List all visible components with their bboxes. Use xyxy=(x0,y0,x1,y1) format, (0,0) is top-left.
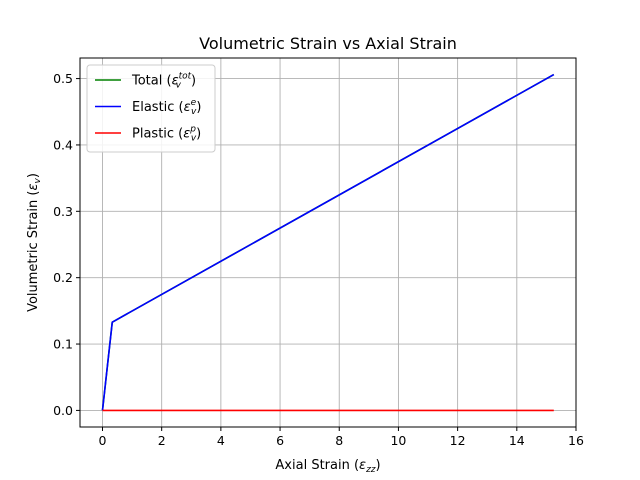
x-tick-label: 12 xyxy=(450,433,466,448)
legend-label: Elastic (εe v) xyxy=(132,98,201,117)
x-tick-label: 10 xyxy=(390,433,406,448)
y-tick-label: 0.4 xyxy=(53,137,73,152)
plot-series xyxy=(101,73,555,412)
legend: Total (εtot v) Elastic (εe v) Plastic (εp v) xyxy=(86,64,216,153)
x-tick-label: 6 xyxy=(276,433,284,448)
x-tick-label: 2 xyxy=(158,433,166,448)
legend-label: Plastic (εp v) xyxy=(132,125,201,144)
axis-titles: Axial Strain (εzz) Volumetric Strain (εv) xyxy=(26,173,381,475)
x-tick-label: 0 xyxy=(99,433,107,448)
y-tick-label: 0.0 xyxy=(53,403,73,418)
y-axis-title: Volumetric Strain (εv) xyxy=(26,173,43,312)
chart-title: Volumetric Strain vs Axial Strain xyxy=(199,34,457,53)
x-tick-label: 8 xyxy=(335,433,343,448)
legend-box xyxy=(86,64,216,153)
x-tick-label: 16 xyxy=(568,433,584,448)
plot-frame xyxy=(79,57,577,428)
y-tick-label: 0.5 xyxy=(53,71,73,86)
x-tick-label: 4 xyxy=(217,433,225,448)
y-tick-label: 0.3 xyxy=(53,204,73,219)
x-axis-title: Axial Strain (εzz) xyxy=(275,458,380,475)
legend-label: Total (εtot v) xyxy=(131,72,196,91)
x-tick-label: 14 xyxy=(509,433,525,448)
axis-ticks: 0 2 4 6 8 10 12 14 16 0.0 0.1 0.2 0.3 0.4 0.5 xyxy=(53,71,584,448)
series-line-1 xyxy=(101,73,555,411)
y-tick-label: 0.1 xyxy=(53,337,73,352)
y-tick-label: 0.2 xyxy=(53,270,73,285)
